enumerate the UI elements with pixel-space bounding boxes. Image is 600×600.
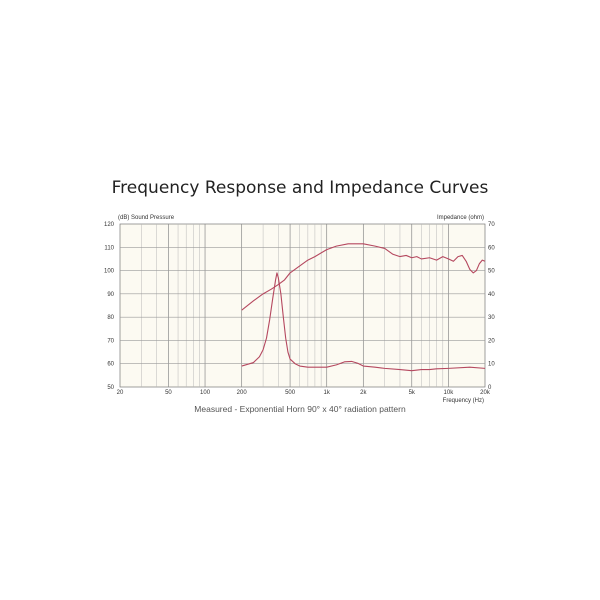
y-tick-label: 120	[104, 222, 115, 228]
y2-tick-label: 30	[488, 315, 495, 321]
y-tick-label: 90	[107, 292, 114, 298]
y-tick-label: 60	[107, 362, 114, 368]
y2-tick-label: 10	[488, 362, 495, 368]
y2-tick-label: 70	[488, 222, 495, 228]
x-tick-label: 100	[200, 390, 211, 396]
y2-tick-label: 0	[488, 385, 492, 391]
y-tick-label: 110	[104, 245, 114, 251]
y2-tick-label: 60	[488, 245, 495, 251]
y2-tick-label: 40	[488, 292, 495, 298]
y2-axis-label: Impedance (ohm)	[437, 215, 484, 221]
y-axis-label: (dB) Sound Pressure	[118, 215, 175, 221]
y2-tick-label: 50	[488, 269, 495, 275]
x-tick-label: 20k	[480, 390, 491, 396]
sound-pressure-curve	[241, 243, 486, 311]
chart-caption: Measured - Exponential Horn 90° x 40° ra…	[194, 404, 406, 414]
x-tick-label: 50	[165, 390, 172, 396]
y-tick-label: 80	[107, 315, 114, 321]
y-tick-label: 70	[107, 338, 114, 344]
x-tick-label: 10k	[444, 390, 455, 396]
page-title: Frequency Response and Impedance Curves	[111, 178, 489, 198]
y-tick-label: 100	[104, 269, 115, 275]
x-tick-label: 2k	[360, 390, 367, 396]
chart-marks	[241, 243, 486, 372]
y-tick-label: 50	[107, 385, 114, 391]
x-tick-label: 20	[117, 390, 124, 396]
chart-labels: 20 50 100 200 500 1k 2k 5k 10k 20k506070809010011…	[104, 215, 495, 404]
x-tick-label: 200	[237, 390, 248, 396]
x-axis-label: Frequency (Hz)	[443, 398, 484, 404]
x-tick-label: 5k	[409, 390, 416, 396]
x-tick-label: 500	[285, 390, 296, 396]
impedance-curve	[241, 272, 486, 372]
plot-area	[119, 223, 486, 388]
x-tick-label: 1k	[324, 390, 331, 396]
grid-lines	[120, 224, 485, 387]
y2-tick-label: 20	[488, 338, 495, 344]
